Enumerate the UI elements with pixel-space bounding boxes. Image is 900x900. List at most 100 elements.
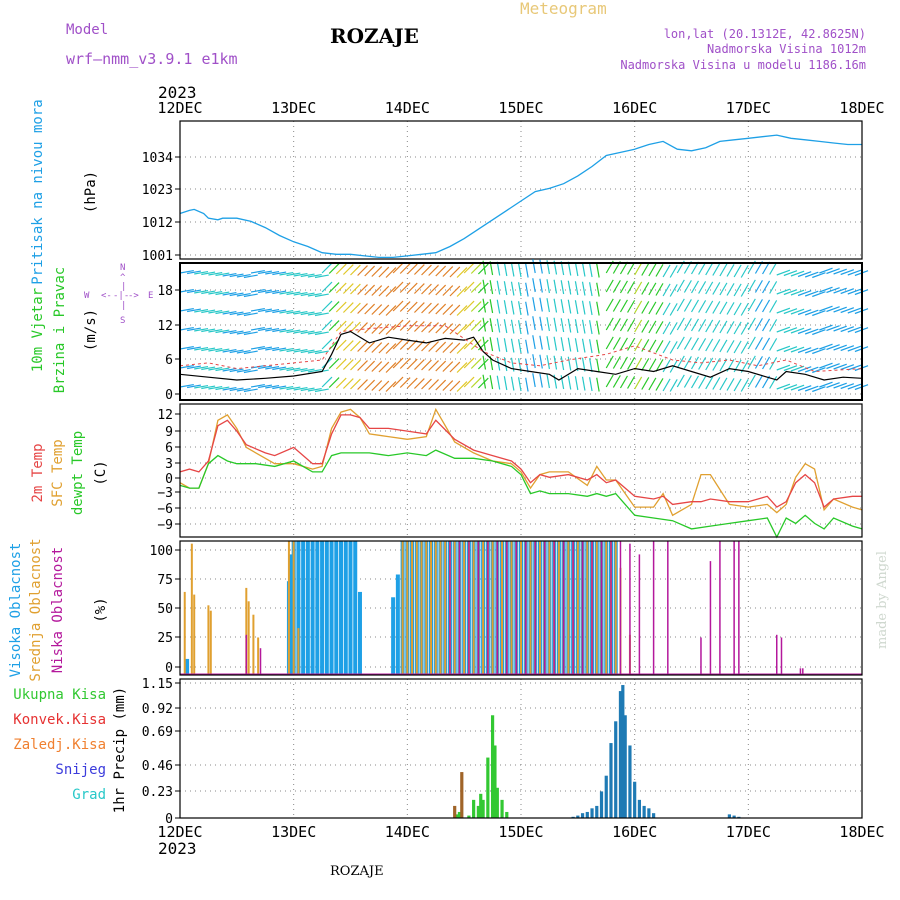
precip-bar [628,745,632,818]
wind-arrow [364,341,376,353]
wind-arrow [399,263,411,274]
wind-arrow [258,346,273,351]
wind-arrow [532,259,536,274]
precip-bar [614,721,618,818]
precip-bar [505,811,509,818]
srednja-bar [297,628,300,675]
compass-arrow-right: -> [128,291,139,301]
wind-arrow [470,301,482,312]
wind-arrow [546,279,551,294]
compass-bar-1: | [121,282,126,292]
precip-bar [737,816,741,818]
wind-arrow [470,377,482,388]
wind-arrow [627,357,636,370]
wind-arrow [676,317,685,331]
wind-arrow [812,329,826,336]
wind-arrow [243,350,258,355]
wind-arrow [690,280,700,294]
wind-arrow [250,345,265,350]
srednja-bar [420,541,423,675]
wind-arrow [286,329,301,334]
wind-arrow [754,299,763,312]
wind-arrow [698,281,707,294]
wind-arrow [385,324,397,335]
wind-arrow [698,376,707,389]
wind-arrow [641,339,650,352]
top-x-tick-label: 12DEC [157,99,202,117]
wind-arrow [272,366,287,371]
wind-arrow [442,361,454,372]
wind-arrow [627,319,636,332]
wind-arrow [307,349,322,354]
wind-arrow [819,381,833,388]
wind-arrow [236,349,251,354]
precip-label-2: Konvek.Kisa [13,712,106,728]
wind-arrow [265,346,280,351]
wind-arrow [574,338,579,353]
wind-arrow [428,322,439,333]
y-tick-label: 0.23 [142,785,173,800]
y-tick-label: −3 [157,486,173,501]
wind-arrow [826,344,840,351]
wind-arrow [314,274,329,279]
precip-bar [453,805,457,818]
wind-arrow [236,330,251,335]
compass-w: W [84,291,90,301]
wind-arrow [385,305,397,316]
wind-arrow [328,358,340,369]
wind-arrow [496,337,501,352]
wind-arrow [804,309,819,316]
wind-arrow [525,263,529,278]
wind-arrow [421,321,432,333]
wind-arrow [648,263,657,277]
srednja-bar [605,541,608,675]
wind-arrow [201,347,216,352]
wind-arrow [456,324,468,335]
wind-arrow [783,327,798,334]
wind-arrow [335,339,347,351]
wind-arrow [819,286,833,293]
y-tick-label: 75 [157,573,173,588]
wind-arrow [705,262,714,276]
wind-arrow [222,348,237,353]
wind-arrow [496,261,501,276]
wind-arrow [840,345,855,352]
top-x-tick-label: 16DEC [612,99,657,117]
y-tick-label: 9 [165,425,173,440]
wind-arrow [762,356,771,370]
wind-arrow [819,362,833,369]
wind-arrow [470,263,482,274]
wind-arrow [826,325,840,332]
precip-bar [642,805,646,818]
wind-arrow [719,377,728,391]
wind-arrow [350,359,361,371]
wind-arrow [435,360,447,372]
wind-speed-line [179,330,863,381]
wind-arrow [357,265,368,276]
wind-arrow [589,339,593,354]
wind-arrow [385,362,397,373]
wind-arrow [581,281,586,296]
wind-arrow [648,358,657,372]
precip-bar [590,808,594,818]
wind-arrow [733,340,742,354]
wind-arrow [342,302,354,313]
precip-bar [467,815,471,818]
wind-arrow [428,379,439,390]
wind-arrow [510,262,515,277]
wind-unit: (m/s) [83,309,99,351]
wind-arrow [747,279,756,293]
wind-arrow [525,377,529,392]
wind-arrow [201,385,216,390]
wind-arrow [641,358,650,371]
wind-arrow [222,272,237,277]
wind-arrow [201,328,216,333]
panel-precip: 1.15 0.92 0.69 0.46 0.23 0 [142,677,863,827]
wind-arrow [804,366,819,373]
wind-arrow [662,359,671,373]
wind-arrow [186,346,201,351]
y-tick-label: 1001 [142,249,173,264]
wind-arrow [470,320,482,331]
wind-arrow [272,385,287,390]
wind-arrow [243,388,258,393]
